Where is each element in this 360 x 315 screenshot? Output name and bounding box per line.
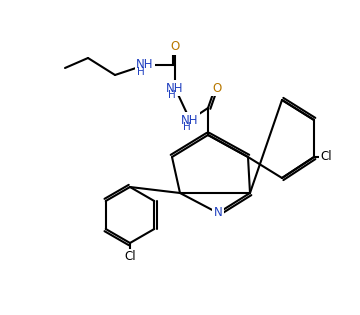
Text: NH: NH	[181, 113, 199, 127]
Text: N: N	[213, 207, 222, 220]
Text: NH: NH	[166, 82, 184, 94]
Text: O: O	[170, 41, 180, 54]
Text: NH: NH	[136, 59, 154, 72]
Text: Cl: Cl	[320, 151, 332, 163]
Text: O: O	[212, 82, 222, 94]
Text: H: H	[137, 67, 145, 77]
Text: Cl: Cl	[124, 250, 136, 264]
Text: H: H	[168, 90, 176, 100]
Text: H: H	[183, 122, 191, 132]
